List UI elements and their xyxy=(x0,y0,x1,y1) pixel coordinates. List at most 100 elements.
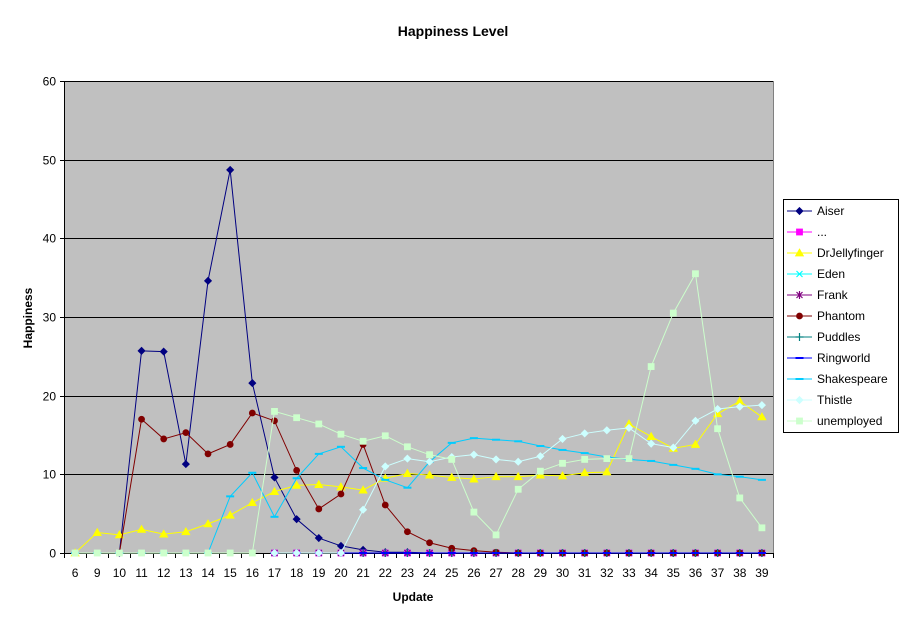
data-point xyxy=(71,549,79,557)
y-tick-label: 40 xyxy=(43,232,57,246)
data-point xyxy=(757,401,766,410)
data-point xyxy=(425,457,434,466)
x-tick-label: 29 xyxy=(534,566,548,580)
data-point xyxy=(203,519,213,528)
legend-swatch xyxy=(787,228,812,236)
y-tick-label: 0 xyxy=(49,547,56,561)
data-point xyxy=(669,443,678,452)
data-point xyxy=(492,531,500,539)
data-point xyxy=(271,407,278,415)
data-point xyxy=(714,425,722,433)
data-point xyxy=(204,549,212,557)
data-point xyxy=(114,530,125,539)
data-point xyxy=(381,462,390,471)
legend-marker xyxy=(794,248,805,257)
data-point xyxy=(314,533,323,543)
data-point xyxy=(315,505,323,513)
y-tick-label: 30 xyxy=(43,311,57,325)
data-point xyxy=(402,468,413,477)
data-point xyxy=(448,455,456,463)
x-tick-label: 23 xyxy=(401,566,415,580)
data-point xyxy=(602,426,611,435)
data-point xyxy=(514,485,522,493)
legend-marker xyxy=(795,333,804,341)
data-point xyxy=(447,472,457,481)
data-point xyxy=(115,549,123,557)
data-point xyxy=(248,409,256,417)
x-tick-label: 30 xyxy=(556,566,570,580)
data-point xyxy=(424,470,435,479)
legend-label: Shakespeare xyxy=(817,372,888,386)
legend-label: unemployed xyxy=(817,414,882,428)
x-tick-label: 34 xyxy=(644,566,658,580)
x-tick-label: 19 xyxy=(312,566,326,580)
data-point xyxy=(647,439,656,448)
x-tick-label: 26 xyxy=(467,566,481,580)
data-point xyxy=(692,270,699,278)
x-tick-label: 39 xyxy=(755,566,769,580)
data-point xyxy=(138,549,145,557)
data-point xyxy=(337,490,345,498)
legend-item: Phantom xyxy=(787,309,865,323)
legend-item: Ringworld xyxy=(787,351,870,365)
data-point xyxy=(647,363,655,370)
data-point xyxy=(404,528,411,536)
legend-swatch xyxy=(787,291,812,299)
data-point xyxy=(293,414,301,422)
series-layer xyxy=(70,165,767,558)
data-point xyxy=(93,549,101,557)
legend-swatch xyxy=(787,312,812,320)
data-point xyxy=(469,450,478,459)
x-tick-label: 11 xyxy=(135,566,148,580)
x-tick-label: 37 xyxy=(711,566,725,580)
x-tick-label: 32 xyxy=(600,566,614,580)
data-point xyxy=(292,548,301,558)
data-point xyxy=(470,508,478,516)
y-axis-title: Happiness xyxy=(21,287,35,348)
y-tick-label: 50 xyxy=(43,154,57,168)
data-point xyxy=(426,451,433,459)
data-point xyxy=(181,460,190,469)
x-tick-label: 31 xyxy=(578,566,592,580)
data-point xyxy=(137,346,146,355)
legend-swatch xyxy=(787,333,812,341)
data-point xyxy=(292,515,301,524)
legend-item: Puddles xyxy=(787,330,860,344)
legend-label: DrJellyfinger xyxy=(817,246,884,260)
data-point xyxy=(247,497,258,507)
legend: Aiser... DrJellyfinger Eden Frank Phantom Pud… xyxy=(783,199,899,433)
data-point xyxy=(248,379,257,388)
data-point xyxy=(536,467,544,475)
data-point xyxy=(491,455,501,464)
data-point xyxy=(381,432,389,440)
data-point xyxy=(514,457,523,466)
x-tick-label: 20 xyxy=(334,566,348,580)
legend-label: Puddles xyxy=(817,330,860,344)
x-tick-label: 35 xyxy=(667,566,681,580)
data-point xyxy=(624,423,634,432)
data-point xyxy=(204,450,212,458)
x-tick-label: 28 xyxy=(512,566,526,580)
x-tick-label: 16 xyxy=(246,566,260,580)
data-point xyxy=(270,473,279,482)
x-tick-label: 14 xyxy=(201,566,215,580)
data-point xyxy=(293,466,301,474)
legend-item: ... xyxy=(787,225,827,239)
legend-item: unemployed xyxy=(787,414,882,428)
legend-label: Ringworld xyxy=(817,351,870,365)
data-point xyxy=(558,434,567,443)
data-point xyxy=(559,459,566,467)
data-point xyxy=(557,471,568,480)
data-point xyxy=(336,482,346,491)
legend-item: DrJellyfinger xyxy=(787,246,884,260)
legend-swatch xyxy=(787,395,812,405)
legend-swatch xyxy=(787,417,812,425)
x-axis-title: Update xyxy=(393,590,434,604)
legend-marker xyxy=(796,312,803,320)
data-point xyxy=(581,455,589,463)
data-point xyxy=(646,431,656,440)
data-point xyxy=(159,529,169,538)
legend-item: Shakespeare xyxy=(787,372,888,386)
series-unemployed xyxy=(71,270,766,557)
data-point xyxy=(381,501,389,509)
